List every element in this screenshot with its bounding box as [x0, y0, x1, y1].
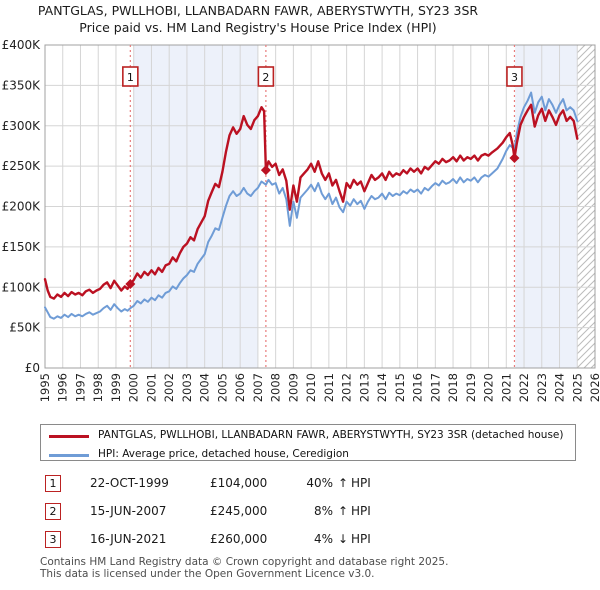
hpi-line: [44, 91, 579, 320]
legend-line-swatch-hpi: [49, 454, 89, 457]
x-axis-tick-label: 2018: [446, 373, 460, 402]
x-axis-tick-label: 2024: [553, 373, 567, 402]
sale-number-badge: 1: [45, 475, 61, 492]
x-axis-tick-label: 2003: [180, 373, 194, 402]
y-axis-tick-label: £300K: [2, 119, 42, 133]
legend-label-hpi: HPI: Average price, detached house, Cere…: [98, 448, 349, 460]
x-axis-tick-label: 2015: [393, 373, 407, 402]
y-axis-tick-label: £400K: [2, 38, 42, 52]
x-axis-tick-label: 2023: [535, 373, 549, 402]
sale-diamond-marker-1: [125, 279, 136, 290]
legend-label-property: PANTGLAS, PWLLHOBI, LLANBADARN FAWR, ABE…: [98, 429, 564, 441]
y-axis-tick-label: £200K: [2, 200, 42, 214]
x-axis-tick-label: 2005: [215, 373, 229, 402]
x-axis-tick-label: 1997: [73, 373, 87, 402]
chart-title: PANTGLAS, PWLLHOBI, LLANBADARN FAWR, ABE…: [37, 3, 479, 18]
x-axis-tick-label: 1999: [109, 373, 123, 402]
sale-hpi-label: HPI: [351, 476, 371, 490]
x-axis-tick-label: 2025: [570, 373, 584, 402]
x-axis-tick-label: 2019: [464, 373, 478, 402]
sale-row-3: 3 16-JUN-2021 £260,000 4% ↓ HPI: [0, 530, 600, 550]
sale-date: 15-JUN-2007: [90, 504, 167, 518]
x-axis-tick-label: 1996: [56, 373, 70, 402]
sale-marker-number-3: 3: [511, 71, 518, 84]
sale-row-2: 2 15-JUN-2007 £245,000 8% ↑ HPI: [0, 502, 600, 522]
x-axis-tick-label: 2007: [251, 373, 265, 402]
y-axis-tick-label: £50K: [9, 321, 41, 335]
sale-hpi-delta: 4%: [313, 532, 333, 546]
arrow-up-icon: ↑: [338, 476, 349, 490]
x-axis-tick-label: 2013: [357, 373, 371, 402]
x-axis-tick-label: 2012: [340, 373, 354, 402]
y-axis-tick-label: £100K: [2, 280, 42, 294]
x-axis-tick-label: 2009: [286, 373, 300, 402]
chart-legend: PANTGLAS, PWLLHOBI, LLANBADARN FAWR, ABE…: [40, 424, 576, 461]
y-axis-tick-label: £0: [25, 361, 40, 375]
license-note: Contains HM Land Registry data © Crown c…: [40, 556, 449, 580]
sale-hpi-delta: 40%: [306, 476, 333, 490]
sale-marker-box-1: [122, 66, 139, 87]
sale-marker-number-1: 1: [127, 71, 134, 84]
y-axis-tick-label: £350K: [2, 78, 42, 92]
x-axis-tick-label: 2014: [375, 373, 389, 402]
x-axis-tick-label: 2011: [322, 373, 336, 402]
x-axis-tick-label: 2010: [304, 373, 318, 402]
sale-date: 22-OCT-1999: [90, 476, 169, 490]
x-axis-tick-label: 2002: [162, 373, 176, 402]
sale-marker-box-3: [506, 66, 523, 87]
sale-price: £260,000: [210, 532, 268, 546]
x-axis-tick-label: 2021: [499, 373, 513, 402]
x-axis-tick-label: 2008: [269, 373, 283, 402]
sale-number-badge: 2: [45, 503, 61, 520]
legend-item-property: PANTGLAS, PWLLHOBI, LLANBADARN FAWR, ABE…: [41, 428, 575, 444]
footer-line1: Contains HM Land Registry data © Crown c…: [40, 556, 449, 568]
sale-hpi-delta: 8%: [313, 504, 333, 518]
x-axis-tick-label: 2017: [428, 373, 442, 402]
sale-diamond-marker-3: [509, 153, 520, 164]
sale-price: £245,000: [210, 504, 268, 518]
x-axis-tick-label: 1995: [38, 373, 52, 402]
sale-marker-box-2: [257, 66, 275, 87]
x-axis-tick-label: 2016: [411, 373, 425, 402]
y-axis-tick-label: £250K: [2, 159, 42, 173]
footer-line2: This data is licensed under the Open Gov…: [40, 567, 375, 580]
x-axis-tick-label: 2000: [127, 373, 141, 402]
sale-marker-number-2: 2: [262, 71, 269, 84]
x-axis-tick-label: 2022: [517, 373, 531, 402]
sale-hpi-label: HPI: [351, 532, 371, 546]
legend-item-hpi: HPI: Average price, detached house, Cere…: [41, 447, 575, 463]
price-history-chart: 1 2 3 £0 £50K £100K £150K £200K £250K £300K £350K £…: [2, 38, 600, 402]
arrow-up-icon: ↑: [338, 504, 349, 518]
sale-number-badge: 3: [45, 531, 61, 548]
x-axis-tick-label: 1998: [91, 373, 105, 402]
sale-hpi-label: HPI: [351, 504, 371, 518]
x-axis-tick-label: 2006: [233, 373, 247, 402]
sale-price: £104,000: [210, 476, 268, 490]
sale-date: 16-JUN-2021: [90, 532, 167, 546]
arrow-down-icon: ↓: [338, 532, 349, 546]
x-axis-tick-label: 2004: [198, 373, 212, 402]
y-axis-tick-label: £150K: [2, 240, 42, 254]
chart-subtitle: Price paid vs. HM Land Registry's House …: [79, 20, 437, 35]
sale-diamond-marker-2: [260, 165, 271, 176]
x-axis-tick-label: 2026: [588, 373, 600, 402]
x-axis-tick-label: 2020: [482, 373, 496, 402]
legend-line-swatch-property: [49, 435, 89, 438]
x-axis-tick-label: 2001: [144, 373, 158, 402]
sale-row-1: 1 22-OCT-1999 £104,000 40% ↑ HPI: [0, 474, 600, 494]
plot-border: [44, 44, 596, 369]
